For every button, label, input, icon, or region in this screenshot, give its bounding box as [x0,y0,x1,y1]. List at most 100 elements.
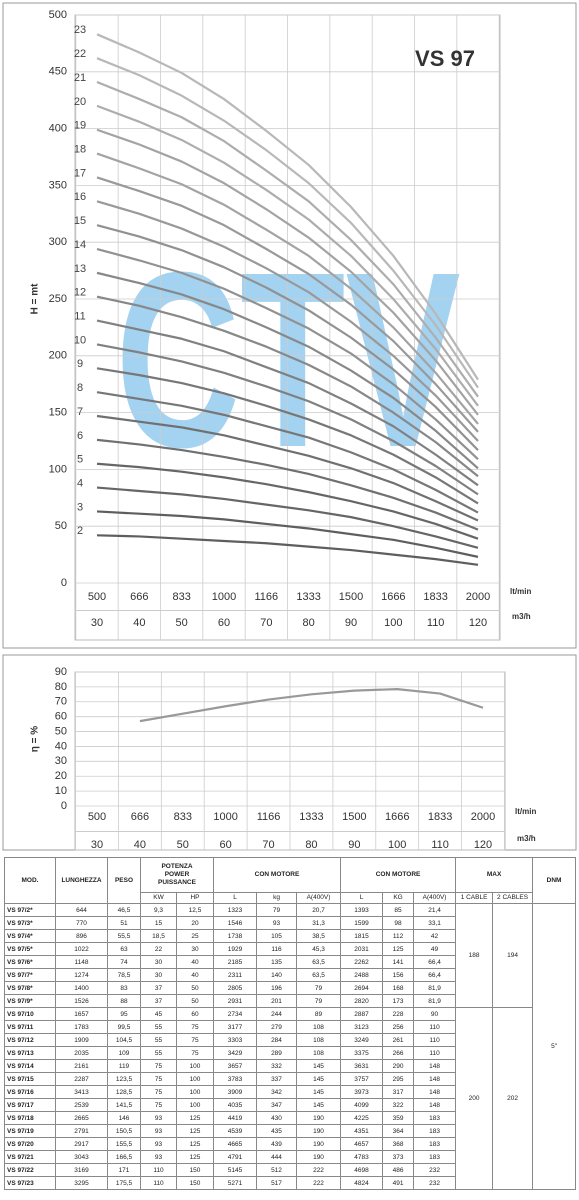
cell: 104,5 [107,1033,141,1047]
row: VS 97/8* 1400 83 37 50 2805 196 79 2694 168 81,9 [4,981,576,995]
cell: 146 [107,1111,141,1125]
cell: 4099 [340,1098,384,1112]
subheader: 2 CABLES [492,892,534,904]
cell: 1815 [340,929,384,943]
cell: 3043 [55,1150,108,1164]
cell: 148 [413,1085,457,1099]
cell: 1393 [340,903,384,917]
y-tick-label: 80 [55,681,67,693]
cell: 81,9 [413,981,457,995]
cell: 4783 [340,1150,384,1164]
cell: 108 [295,1020,342,1034]
cell: 3909 [213,1085,257,1099]
cell: 37 [140,994,177,1008]
cell: 4824 [340,1176,384,1190]
row: VS 97/17 2539 141,5 75 100 4035 347 145 4099 322 1… [4,1098,576,1112]
row: VS 97/18 2665 146 93 125 4419 430 190 4225 359 183 [4,1111,576,1125]
cell: 232 [413,1163,457,1177]
cell: 33,1 [413,916,457,930]
model-cell: VS 97/10 [4,1007,56,1021]
header: CON MOTORE [212,857,342,893]
cell: 30 [176,942,214,956]
cell: 3973 [340,1085,384,1099]
x2-unit: m3/h [517,834,536,843]
y-tick-label: 30 [55,755,67,767]
cell: 2820 [340,994,384,1008]
cell: 512 [256,1163,297,1177]
x-tick-label: 500 [88,591,106,603]
row: VS 97/5* 1022 63 22 30 1929 116 45,3 2031 125 49 [4,942,576,956]
model-cell: VS 97/11 [4,1020,56,1034]
x2-tick-label: 50 [176,617,188,629]
cell: 31,3 [295,916,342,930]
model-cell: VS 97/23 [4,1176,56,1190]
cell: 46,5 [107,903,141,917]
x2-tick-label: 70 [262,839,274,851]
x2-tick-label: 100 [384,617,402,629]
cell: 18,5 [140,929,177,943]
cell: 244 [256,1007,297,1021]
cell: 190 [295,1150,342,1164]
cell: 1400 [55,981,108,995]
cell: 110 [413,1020,457,1034]
header: PESO [107,857,141,904]
x-tick-label: 666 [130,591,148,603]
cell: 222 [295,1163,342,1177]
cell: 2539 [55,1098,108,1112]
cell: 200 [455,1007,494,1190]
cell: 2791 [55,1124,108,1138]
cell: 100 [176,1072,214,1086]
y-tick-label: 20 [55,770,67,782]
cell: 50 [176,994,214,1008]
cell: 373 [382,1150,415,1164]
cell: 3631 [340,1059,384,1073]
curve [96,462,479,540]
row: VS 97/15 2287 123,5 75 100 3783 337 145 3757 295 1… [4,1072,576,1086]
x2-unit: m3/h [512,612,531,621]
cell: 60 [176,1007,214,1021]
x2-tick-label: 80 [303,617,315,629]
curve [96,200,479,442]
cell: 222 [295,1176,342,1190]
cell: 2311 [213,968,257,982]
cell: 1022 [55,942,108,956]
row: VS 97/16 3413 128,5 75 100 3909 342 145 3973 317 1… [4,1085,576,1099]
row: VS 97/3* 770 51 15 20 1546 93 31,3 1599 98 33,1 [4,916,576,930]
subheader: kg [256,892,297,904]
x2-tick-label: 80 [305,839,317,851]
curve-label: 18 [74,143,86,155]
model-cell: VS 97/8* [4,981,56,995]
cell: 359 [382,1111,415,1125]
cell: 295 [382,1072,415,1086]
cell: 100 [176,1098,214,1112]
curve-label: 16 [74,191,86,203]
y-tick-label: 150 [49,407,67,419]
curve-label: 4 [77,477,83,489]
row: VS 97/10 1657 95 45 60 2734 244 89 2887 228 90 200 2… [4,1007,576,1190]
x-tick-label: 833 [172,591,190,603]
cell: 25 [176,929,214,943]
cell: 2887 [340,1007,384,1021]
curve-label: 7 [77,406,83,418]
cell: 2488 [340,968,384,982]
cell: 100 [176,1059,214,1073]
x2-tick-label: 50 [177,839,189,851]
x2-tick-label: 100 [388,839,406,851]
cell: 4698 [340,1163,384,1177]
cell: 55,5 [107,929,141,943]
row: VS 97/2* 644 46,5 9,3 12,5 1323 79 20,7 1393 85 21… [4,903,577,1190]
cell: 1323 [213,903,257,917]
model-cell: VS 97/16 [4,1085,56,1099]
x-tick-label: 1333 [299,811,323,823]
cell: 190 [295,1137,342,1151]
cell: 74 [107,955,141,969]
model-cell: VS 97/2* [4,903,56,917]
cell: 4791 [213,1150,257,1164]
cell: 232 [413,1176,457,1190]
curve [139,688,484,723]
cell: 3303 [213,1033,257,1047]
cell: 284 [256,1033,297,1047]
cell: 148 [413,1098,457,1112]
subheader: KW [140,892,177,904]
cell: 145 [295,1059,342,1073]
